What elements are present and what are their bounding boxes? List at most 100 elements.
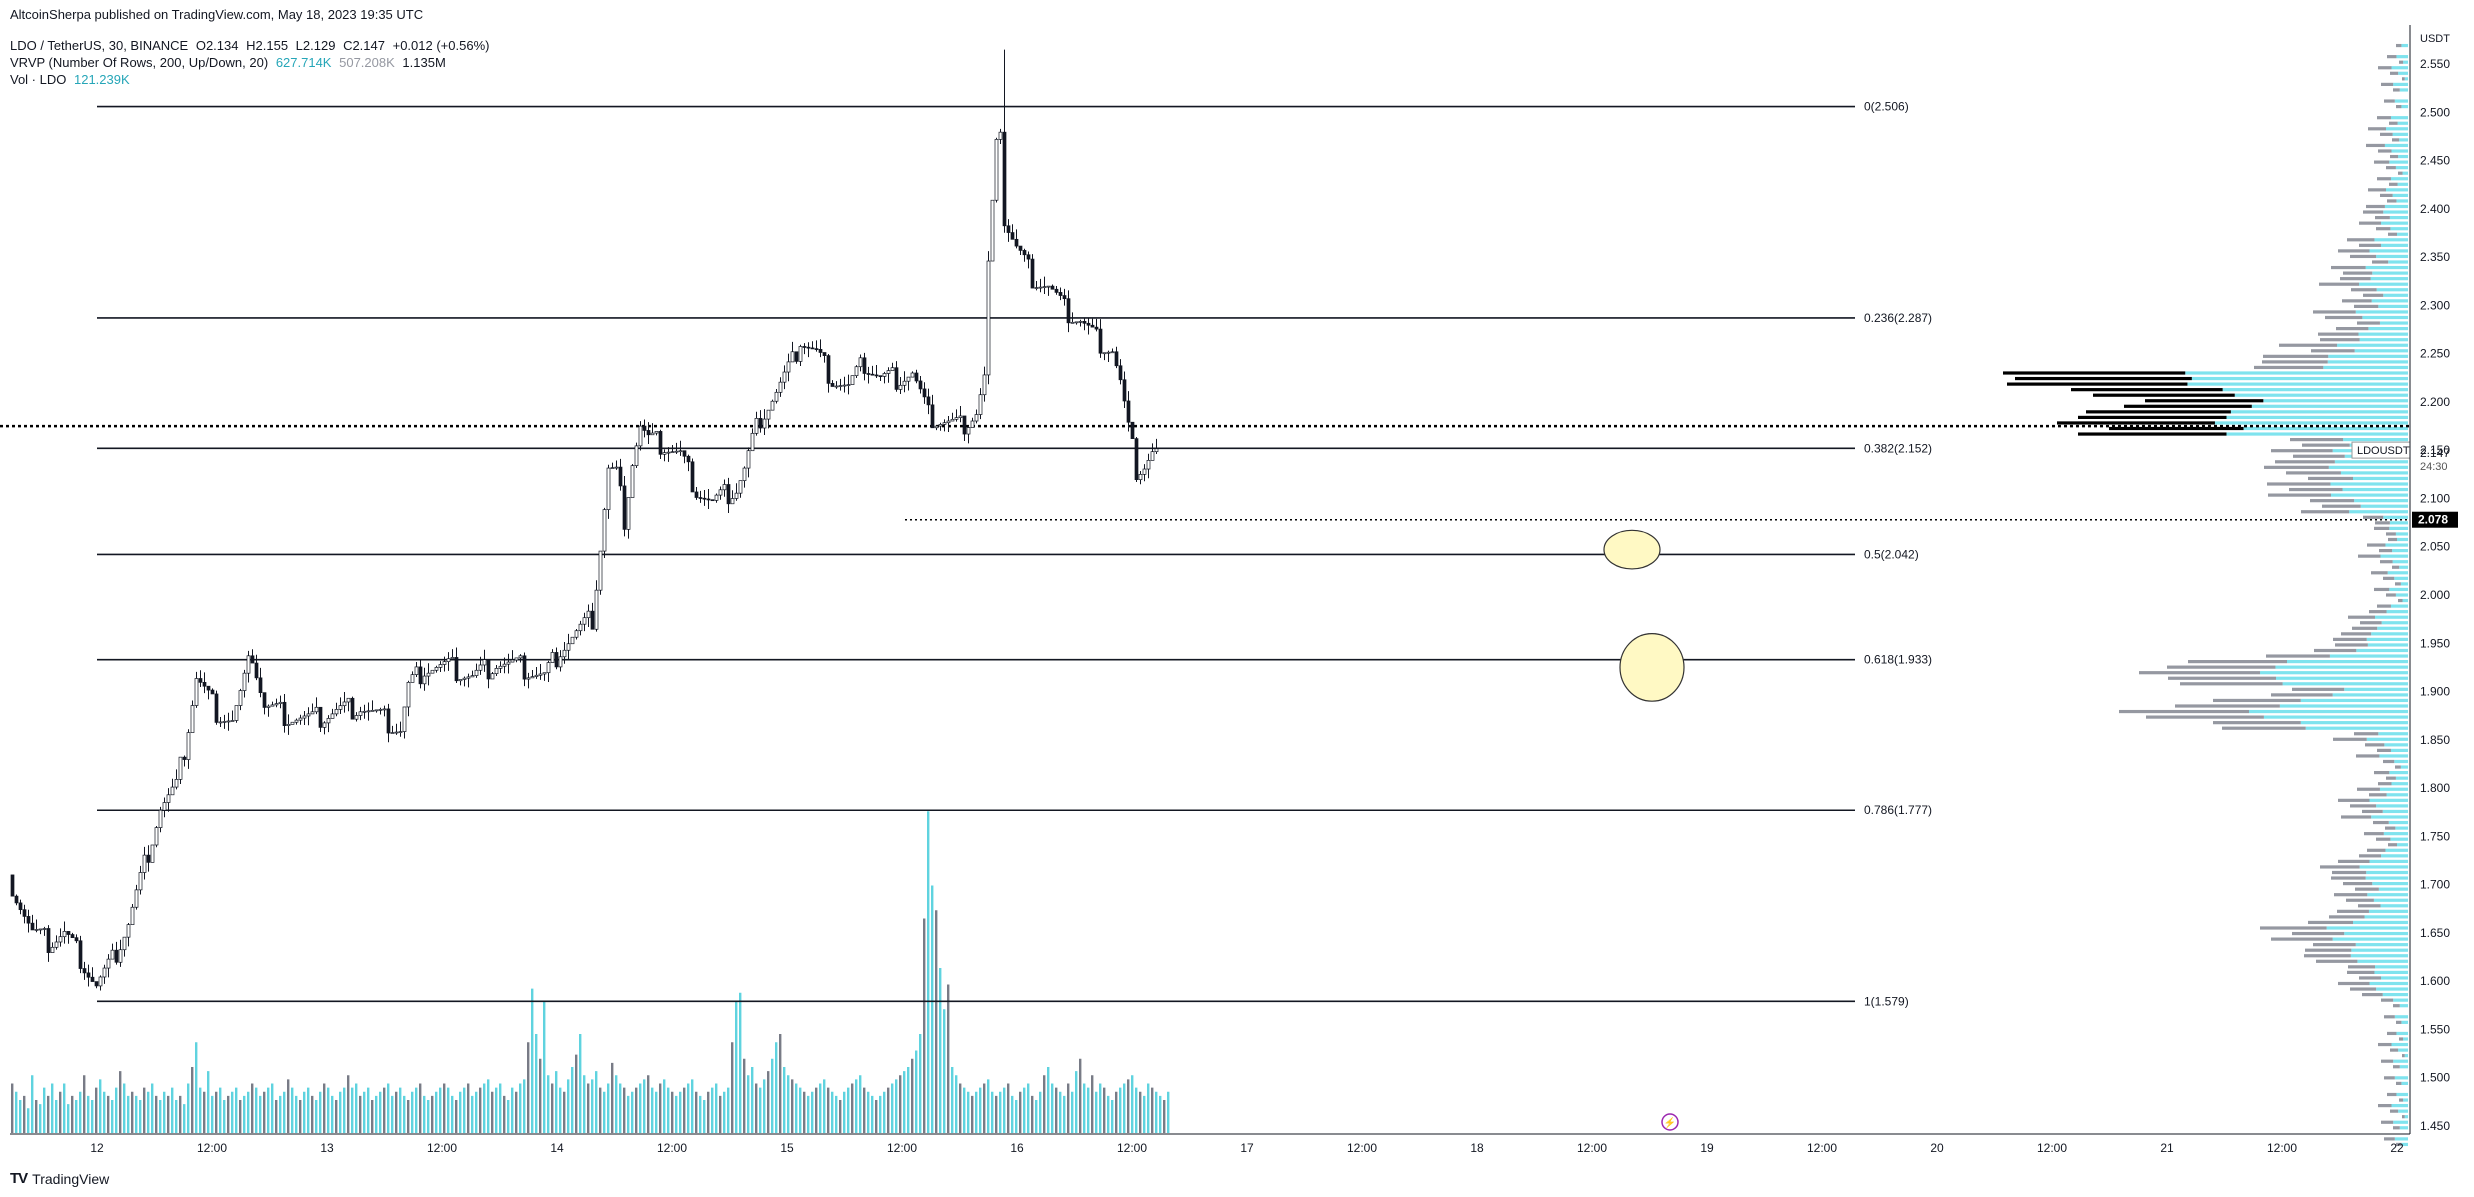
volume-bar <box>287 1079 290 1133</box>
volume-bar <box>23 1095 26 1133</box>
volume-bar <box>135 1095 138 1133</box>
symbol-legend[interactable]: LDO / TetherUS, 30, BINANCE O2.134 H2.15… <box>10 38 493 53</box>
volume-bar <box>767 1071 770 1133</box>
time-tick-label: 12:00 <box>197 1141 227 1155</box>
candle-body <box>66 931 71 935</box>
volume-bar <box>475 1091 478 1133</box>
candle-body <box>346 697 351 703</box>
candle-body <box>542 672 547 675</box>
price-tick-label: 1.750 <box>2420 829 2450 843</box>
candle-body <box>878 375 883 378</box>
volume-bar <box>439 1087 442 1133</box>
profile-row-up <box>2379 754 2408 758</box>
candle-body <box>690 461 695 493</box>
volume-bar <box>1083 1083 1086 1133</box>
countdown-value: 24:30 <box>2420 461 2448 473</box>
candle-body <box>966 427 971 435</box>
profile-row-down <box>2341 815 2372 819</box>
volume-bar <box>443 1083 446 1133</box>
volume-bar <box>671 1091 674 1133</box>
candle-body <box>1074 321 1079 324</box>
profile-row-down <box>2007 382 2188 386</box>
profile-row-down <box>2213 698 2301 703</box>
volume-bar <box>575 1054 578 1133</box>
candle-body <box>998 131 1003 140</box>
profile-row-up <box>2360 504 2408 508</box>
volume-bar <box>1039 1091 1042 1133</box>
volume-bar <box>1063 1095 1066 1133</box>
volume-bar <box>675 1095 678 1133</box>
volume-legend[interactable]: Vol · LDO 121.239K <box>10 72 134 87</box>
candle-body <box>534 674 539 677</box>
candle-body <box>470 675 475 678</box>
volume-bar <box>1019 1091 1022 1133</box>
candle-body <box>26 916 31 924</box>
profile-row-up <box>2394 99 2408 103</box>
volume-bar <box>387 1083 390 1133</box>
profile-row-up <box>2401 1081 2408 1085</box>
profile-row-down <box>2376 837 2391 841</box>
volume-bar <box>83 1075 86 1133</box>
time-tick-label: 12:00 <box>657 1141 687 1155</box>
profile-row-down <box>2355 887 2379 891</box>
volume-bar <box>235 1087 238 1133</box>
candle-body <box>398 731 403 733</box>
candle-body <box>1146 460 1151 470</box>
profile-row-up <box>2369 981 2408 986</box>
volume-bar <box>383 1087 386 1133</box>
change-value: +0.012 (+0.56%) <box>392 38 490 53</box>
candle-body <box>642 425 647 431</box>
candle-body <box>74 937 79 942</box>
candle-body <box>370 709 375 712</box>
tradingview-logo[interactable]: TV TradingView <box>10 1170 109 1187</box>
candle-body <box>874 374 879 377</box>
fib-retracement[interactable]: 0(2.506) 0.236(2.287) 0.382(2.152) 0.5(2.04… <box>97 100 1932 1009</box>
profile-row-up <box>2376 804 2408 808</box>
profile-row-down <box>2310 499 2355 503</box>
profile-row-down <box>2399 60 2404 64</box>
profile-row-down <box>2357 321 2380 325</box>
volume-bar <box>547 1075 550 1133</box>
profile-row-up <box>2326 926 2408 930</box>
high-value: H2.155 <box>246 38 289 53</box>
candle-body <box>194 678 199 706</box>
profile-row-up <box>2300 721 2408 725</box>
profile-row-up <box>2369 249 2408 253</box>
volume-bar <box>1151 1087 1154 1133</box>
volume-bar <box>1055 1087 1058 1133</box>
candle-body <box>438 664 443 668</box>
highlight-zones[interactable]: ⚡ <box>1603 529 1685 1131</box>
candle-body <box>458 679 463 682</box>
profile-row-up <box>2331 493 2408 497</box>
candle-body <box>382 708 387 711</box>
candle-body <box>954 417 959 420</box>
profile-row-down <box>2301 510 2350 514</box>
volume-bar <box>487 1079 490 1133</box>
volume-bar <box>1027 1083 1030 1133</box>
profile-row-up <box>2381 221 2408 225</box>
candle-body <box>102 967 107 978</box>
volume-bar <box>555 1071 558 1133</box>
profile-row-down <box>2402 1115 2405 1119</box>
profile-row-down <box>2369 793 2387 797</box>
profile-row-down <box>2389 182 2398 186</box>
volume-bar <box>1075 1071 1078 1133</box>
candle-body <box>1090 324 1095 328</box>
profile-row-up <box>2376 254 2408 259</box>
candle-body <box>646 430 651 436</box>
profile-row-up <box>2389 526 2408 530</box>
candle-body <box>934 425 939 429</box>
candle-body <box>150 844 155 863</box>
profile-row-down <box>2386 532 2396 536</box>
profile-row-up <box>2404 77 2408 81</box>
volume-bar <box>695 1091 698 1133</box>
profile-row-up <box>2389 771 2408 775</box>
candle-body <box>1030 258 1035 289</box>
profile-row-up <box>2387 571 2408 575</box>
volume-bar <box>47 1095 50 1133</box>
price-tick-label: 2.500 <box>2420 105 2450 119</box>
profile-row-up <box>2393 1059 2408 1063</box>
vrvp-legend[interactable]: VRVP (Number Of Rows, 200, Up/Down, 20) … <box>10 55 450 70</box>
candle-body <box>98 976 103 987</box>
